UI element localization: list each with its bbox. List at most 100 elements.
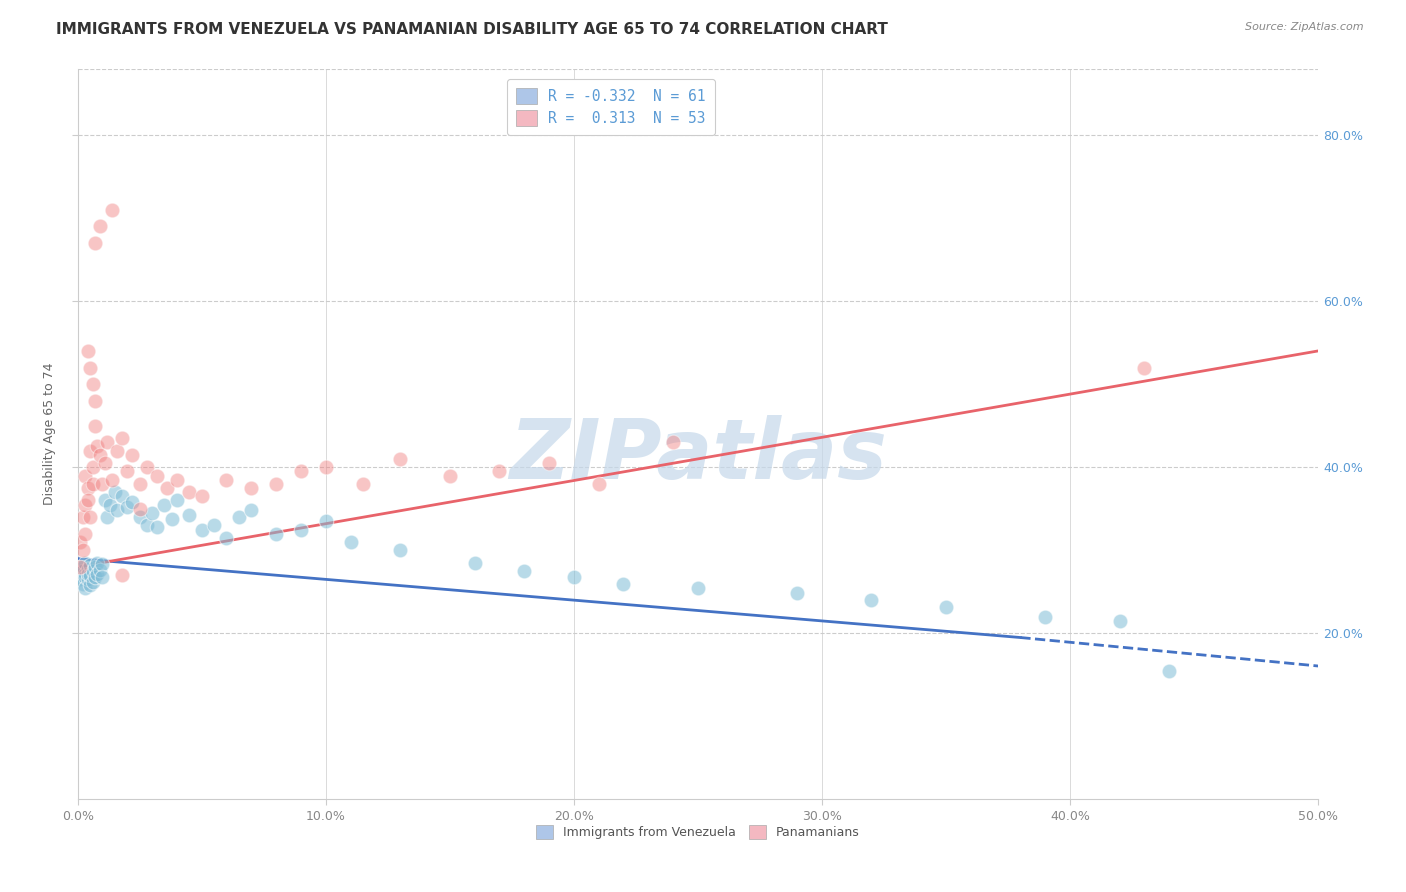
Point — [69, 535, 91, 549]
Point — [82, 476, 104, 491]
Point — [160, 512, 183, 526]
Point — [76, 343, 98, 358]
Point — [79, 510, 101, 524]
Point — [121, 448, 143, 462]
Point — [91, 476, 114, 491]
Point — [315, 460, 337, 475]
Point — [562, 570, 585, 584]
Point — [82, 460, 104, 475]
Point — [786, 586, 808, 600]
Text: ZIPatlas: ZIPatlas — [509, 416, 887, 497]
Point — [82, 574, 104, 589]
Point — [105, 503, 128, 517]
Point — [91, 558, 114, 572]
Point — [1159, 664, 1181, 678]
Point — [464, 556, 486, 570]
Point — [935, 599, 957, 614]
Point — [76, 561, 98, 575]
Point — [76, 481, 98, 495]
Point — [86, 566, 108, 581]
Point — [82, 564, 104, 578]
Point — [96, 510, 118, 524]
Point — [389, 543, 412, 558]
Point — [166, 473, 188, 487]
Point — [315, 514, 337, 528]
Text: Source: ZipAtlas.com: Source: ZipAtlas.com — [1246, 22, 1364, 32]
Point — [101, 473, 124, 487]
Point — [72, 543, 94, 558]
Point — [141, 506, 163, 520]
Point — [128, 476, 150, 491]
Point — [190, 523, 212, 537]
Point — [352, 476, 374, 491]
Point — [69, 573, 91, 587]
Point — [89, 563, 111, 577]
Point — [121, 495, 143, 509]
Point — [686, 581, 709, 595]
Point — [84, 235, 107, 250]
Point — [86, 440, 108, 454]
Point — [153, 498, 176, 512]
Point — [105, 443, 128, 458]
Point — [111, 489, 134, 503]
Point — [76, 567, 98, 582]
Point — [240, 481, 263, 495]
Point — [240, 503, 263, 517]
Point — [264, 526, 287, 541]
Point — [91, 570, 114, 584]
Point — [215, 473, 238, 487]
Point — [79, 568, 101, 582]
Point — [104, 485, 127, 500]
Point — [264, 476, 287, 491]
Point — [136, 460, 159, 475]
Text: IMMIGRANTS FROM VENEZUELA VS PANAMANIAN DISABILITY AGE 65 TO 74 CORRELATION CHAR: IMMIGRANTS FROM VENEZUELA VS PANAMANIAN … — [56, 22, 889, 37]
Point — [128, 501, 150, 516]
Point — [860, 593, 883, 607]
Point — [146, 520, 169, 534]
Point — [69, 568, 91, 582]
Point — [215, 531, 238, 545]
Point — [72, 576, 94, 591]
Point — [156, 481, 179, 495]
Point — [111, 431, 134, 445]
Point — [75, 566, 97, 581]
Point — [84, 560, 107, 574]
Point — [72, 564, 94, 578]
Point — [86, 556, 108, 570]
Point — [537, 456, 560, 470]
Point — [1108, 614, 1130, 628]
Point — [79, 443, 101, 458]
Point — [75, 570, 97, 584]
Point — [146, 468, 169, 483]
Point — [513, 564, 536, 578]
Point — [76, 573, 98, 587]
Point — [136, 518, 159, 533]
Point — [202, 518, 225, 533]
Point — [98, 498, 121, 512]
Point — [94, 493, 117, 508]
Point — [662, 435, 685, 450]
Point — [72, 560, 94, 574]
Point — [72, 510, 94, 524]
Point — [89, 448, 111, 462]
Point — [179, 485, 201, 500]
Point — [1133, 360, 1156, 375]
Point — [96, 435, 118, 450]
Point — [111, 568, 134, 582]
Point — [69, 560, 91, 574]
Point — [290, 523, 312, 537]
Point — [82, 377, 104, 392]
Point — [75, 498, 97, 512]
Point — [488, 464, 510, 478]
Point — [612, 576, 634, 591]
Point — [79, 360, 101, 375]
Point — [75, 468, 97, 483]
Point — [117, 500, 139, 515]
Point — [190, 489, 212, 503]
Point — [84, 418, 107, 433]
Point — [79, 558, 101, 573]
Point — [101, 202, 124, 217]
Point — [76, 493, 98, 508]
Point — [117, 464, 139, 478]
Point — [75, 556, 97, 570]
